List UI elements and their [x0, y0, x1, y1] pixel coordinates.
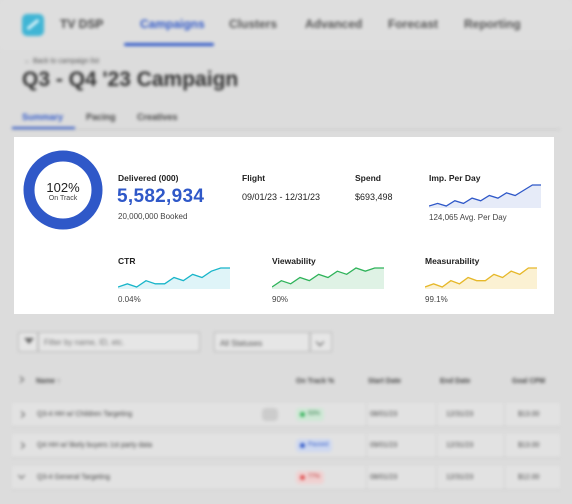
ctr-value: 0.04%: [118, 295, 141, 304]
row-end-date: 12/31/23: [446, 442, 474, 449]
status-badge: 77%: [296, 471, 325, 484]
status-badge: 93%: [296, 408, 325, 421]
ctr-sparkline-line: [118, 267, 230, 288]
nav-clusters[interactable]: Clusters: [229, 17, 278, 31]
flight-value: 09/01/23 - 12/31/23: [242, 192, 321, 202]
status-badge: Paused: [296, 439, 333, 452]
tab-summary[interactable]: Summary: [22, 112, 64, 122]
viewability-value: 90%: [272, 295, 289, 304]
on-track-donut: [23, 150, 103, 230]
row-start-date: 08/01/23: [370, 411, 398, 418]
table-row[interactable]: Q4 HH w/ likely buyers 1st party data Pa…: [12, 434, 560, 458]
delivered-label: Delivered (000): [118, 173, 179, 183]
table-row[interactable]: Q3-4 HH w/ Children Targeting 93% 08/01/…: [12, 403, 560, 427]
row-name[interactable]: Q4 HH w/ likely buyers 1st party data: [37, 442, 153, 449]
row-goal-cpm: $13.00: [518, 442, 540, 449]
viewability-label: Viewability: [272, 256, 316, 266]
nav-active-indicator: [124, 43, 214, 46]
filter-icon[interactable]: [18, 332, 38, 352]
column-header-start-date[interactable]: Start Date: [368, 378, 402, 385]
top-navigation: TV DSP Campaigns Clusters Advanced Forec…: [0, 0, 572, 50]
summary-card: 102% On Track Delivered (000) 5,582,934 …: [14, 137, 554, 314]
donut-progress-arc: [23, 150, 103, 230]
row-goal-cpm: $13.00: [518, 411, 540, 418]
spend-value: $693,498: [355, 192, 393, 202]
delivered-value: 5,582,934: [117, 186, 205, 207]
imp-per-day-label: Imp. Per Day: [429, 173, 481, 183]
divider: [504, 466, 505, 490]
ctr-label: CTR: [118, 256, 136, 266]
spend-label: Spend: [355, 173, 381, 183]
measurability-sparkline-line: [425, 267, 537, 288]
column-header-goal-cpm[interactable]: Goal CPM: [512, 378, 546, 385]
viewability-sparkline: [272, 267, 384, 289]
expand-all-icon[interactable]: [16, 375, 25, 384]
row-start-date: 08/01/23: [370, 474, 398, 481]
row-goal-cpm: $12.00: [518, 474, 540, 481]
row-start-date: 09/01/23: [370, 442, 398, 449]
app-logo-icon[interactable]: [22, 14, 44, 36]
ctr-sparkline-area: [118, 268, 230, 289]
divider: [436, 434, 437, 458]
imp-per-day-value: 124,065 Avg. Per Day: [429, 213, 507, 222]
divider: [436, 403, 437, 427]
page-title: Q3 - Q4 '23 Campaign: [22, 68, 239, 91]
nav-reporting[interactable]: Reporting: [464, 17, 521, 31]
table-row[interactable]: Q3-4 General Targeting 77% 08/01/23 12/3…: [12, 466, 560, 490]
measurability-sparkline-area: [425, 268, 537, 289]
booked-value: 20,000,000 Booked: [118, 212, 188, 221]
flight-label: Flight: [242, 173, 266, 183]
chevron-down-icon[interactable]: [17, 471, 26, 480]
nav-campaigns[interactable]: Campaigns: [140, 17, 205, 31]
imp-per-day-sparkline: [429, 184, 541, 208]
ctr-sparkline: [118, 267, 230, 289]
tab-pacing[interactable]: Pacing: [86, 112, 116, 122]
row-name[interactable]: Q3-4 HH w/ Children Targeting: [37, 411, 133, 418]
divider: [12, 129, 560, 130]
divider: [366, 403, 367, 427]
nav-advanced[interactable]: Advanced: [305, 17, 363, 31]
column-header-end-date[interactable]: End Date: [440, 378, 471, 385]
imp-per-day-sparkline-line: [429, 184, 541, 207]
measurability-sparkline: [425, 267, 537, 289]
divider: [436, 466, 437, 490]
row-end-date: 12/31/23: [446, 411, 474, 418]
viewability-sparkline-line: [272, 267, 384, 288]
chevron-down-icon[interactable]: [310, 332, 332, 352]
back-to-campaigns-link[interactable]: ← Back to campaign list: [24, 58, 100, 65]
status-select[interactable]: All Statuses: [214, 332, 310, 352]
search-input[interactable]: [38, 332, 200, 352]
chevron-right-icon[interactable]: [17, 410, 26, 419]
divider: [504, 403, 505, 427]
row-name[interactable]: Q3-4 General Targeting: [37, 474, 111, 481]
divider: [366, 434, 367, 458]
divider: [504, 434, 505, 458]
row-end-date: 12/31/23: [446, 474, 474, 481]
divider: [366, 466, 367, 490]
viewability-sparkline-area: [272, 268, 384, 289]
chevron-right-icon[interactable]: [17, 441, 26, 450]
column-header-name[interactable]: Name ↑: [36, 378, 61, 385]
measurability-label: Measurability: [425, 256, 480, 266]
on-track-percent: 102%: [46, 180, 80, 195]
on-track-label: On Track: [48, 195, 78, 202]
imp-per-day-sparkline-area: [429, 185, 541, 208]
nav-forecast[interactable]: Forecast: [388, 17, 439, 31]
column-header-on-track[interactable]: On Track %: [296, 378, 335, 385]
app-name: TV DSP: [60, 17, 104, 31]
row-tag: [262, 408, 278, 421]
tab-active-indicator: [12, 127, 75, 129]
tab-creatives[interactable]: Creatives: [137, 112, 178, 122]
measurability-value: 99.1%: [425, 295, 448, 304]
